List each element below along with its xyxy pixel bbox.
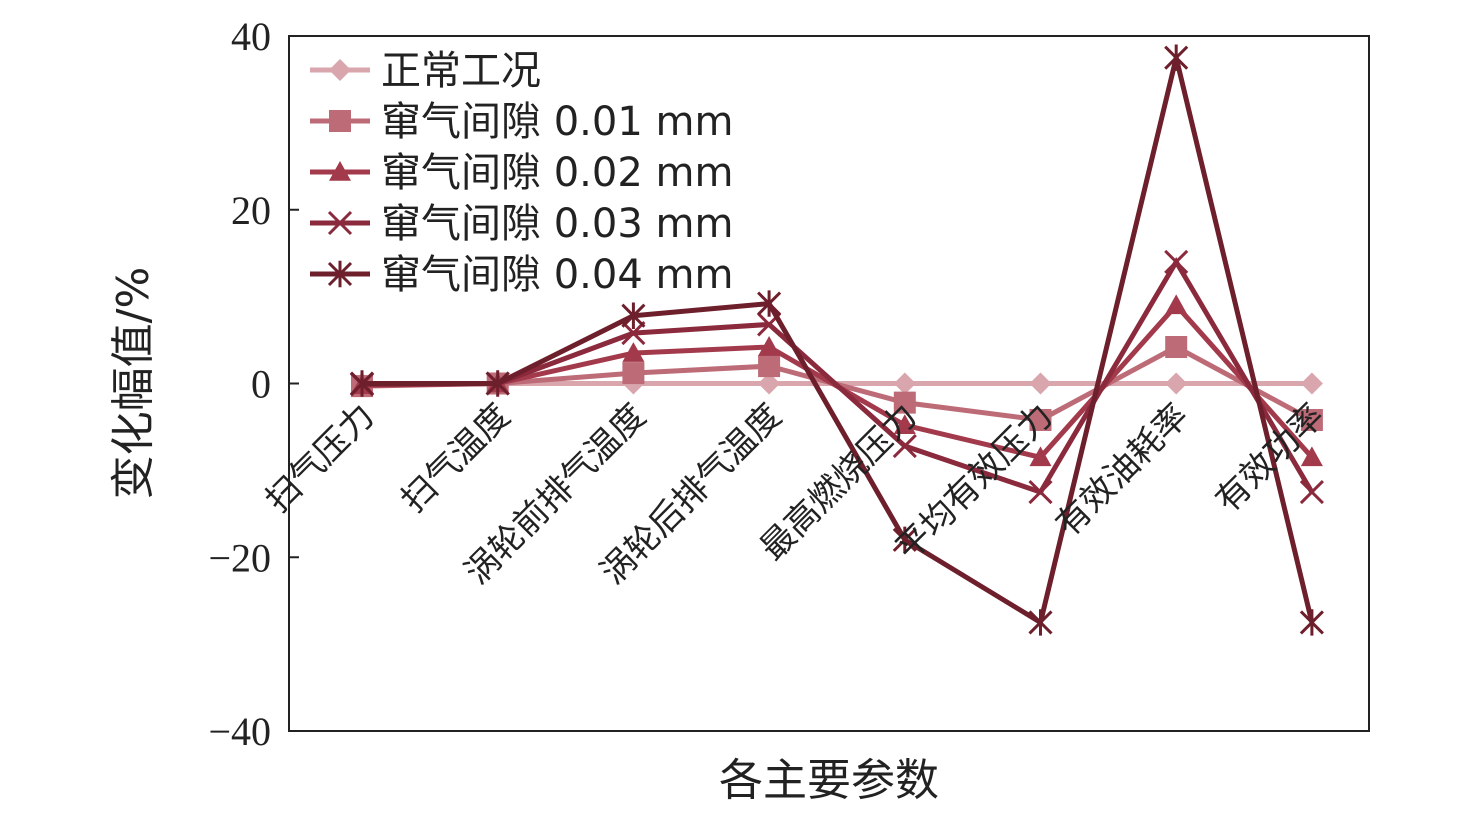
series-layer: [349, 44, 1324, 636]
data-point: [758, 372, 781, 395]
y-tick-label: 0: [251, 362, 271, 407]
y-tick-label: 40: [231, 14, 271, 59]
y-axis: 40 20 0 −20 −40: [208, 14, 299, 754]
data-point: [1299, 609, 1324, 636]
y-axis-title: 变化幅值/%: [108, 267, 159, 500]
data-point: [1029, 372, 1052, 395]
data-point: [758, 336, 781, 356]
legend-item: 正常工况: [310, 48, 541, 94]
data-point: [758, 355, 781, 378]
data-point: [1300, 408, 1323, 431]
data-point: [1028, 609, 1053, 636]
legend-label: 窜气间隙 0.04 mm: [381, 252, 733, 298]
data-point: [1164, 249, 1189, 274]
series-line: [361, 256, 1315, 496]
data-point: [1299, 480, 1324, 505]
data-point: [622, 362, 645, 385]
data-point: [349, 370, 375, 397]
y-tick-label: −20: [208, 535, 271, 580]
category-label: 有效油耗率: [1048, 396, 1196, 544]
legend-label: 窜气间隙 0.02 mm: [381, 150, 733, 196]
legend-item: 窜气间隙 0.01 mm: [310, 99, 733, 145]
data-point: [621, 321, 646, 346]
legend-item: 窜气间隙 0.03 mm: [310, 201, 733, 247]
legend-marker: [329, 161, 351, 181]
category-label: 扫气温度: [394, 396, 518, 520]
legend-item: 窜气间隙 0.02 mm: [310, 150, 733, 196]
data-point: [1164, 44, 1189, 71]
y-tick-label: −40: [208, 709, 271, 754]
legend-item: 窜气间隙 0.04 mm: [310, 252, 733, 298]
y-tick-label: 20: [231, 188, 271, 233]
legend-marker: [329, 59, 351, 81]
legend-label: 正常工况: [381, 48, 541, 94]
data-point: [893, 414, 916, 434]
legend-marker: [327, 260, 353, 288]
category-label: 扫气压力: [258, 396, 382, 520]
data-point: [1165, 336, 1188, 359]
data-point: [893, 391, 916, 414]
data-point: [1300, 446, 1323, 467]
data-point: [757, 290, 782, 317]
legend-marker: [327, 210, 353, 236]
data-point: [892, 526, 917, 554]
legend-marker: [329, 110, 351, 132]
data-point: [893, 372, 916, 395]
data-point: [1300, 372, 1323, 395]
legend-label: 窜气间隙 0.03 mm: [381, 201, 733, 247]
series-group: [349, 44, 1324, 636]
data-point: [485, 370, 510, 397]
series-line: [362, 57, 1315, 627]
data-point: [1028, 480, 1053, 505]
category-labels: 扫气压力 扫气温度涡轮前排气温度涡轮后排气温度最高燃烧压力平均有效压力有效油耗率有…: [258, 396, 1332, 593]
legend-label: 窜气间隙 0.01 mm: [381, 99, 733, 145]
data-point: [1165, 372, 1188, 395]
data-point: [892, 433, 917, 459]
data-point: [621, 302, 646, 329]
data-point: [1029, 408, 1052, 431]
x-axis-title: 各主要参数: [719, 755, 939, 806]
data-point: [622, 342, 645, 362]
data-point: [1029, 446, 1052, 467]
data-point: [1165, 294, 1188, 315]
